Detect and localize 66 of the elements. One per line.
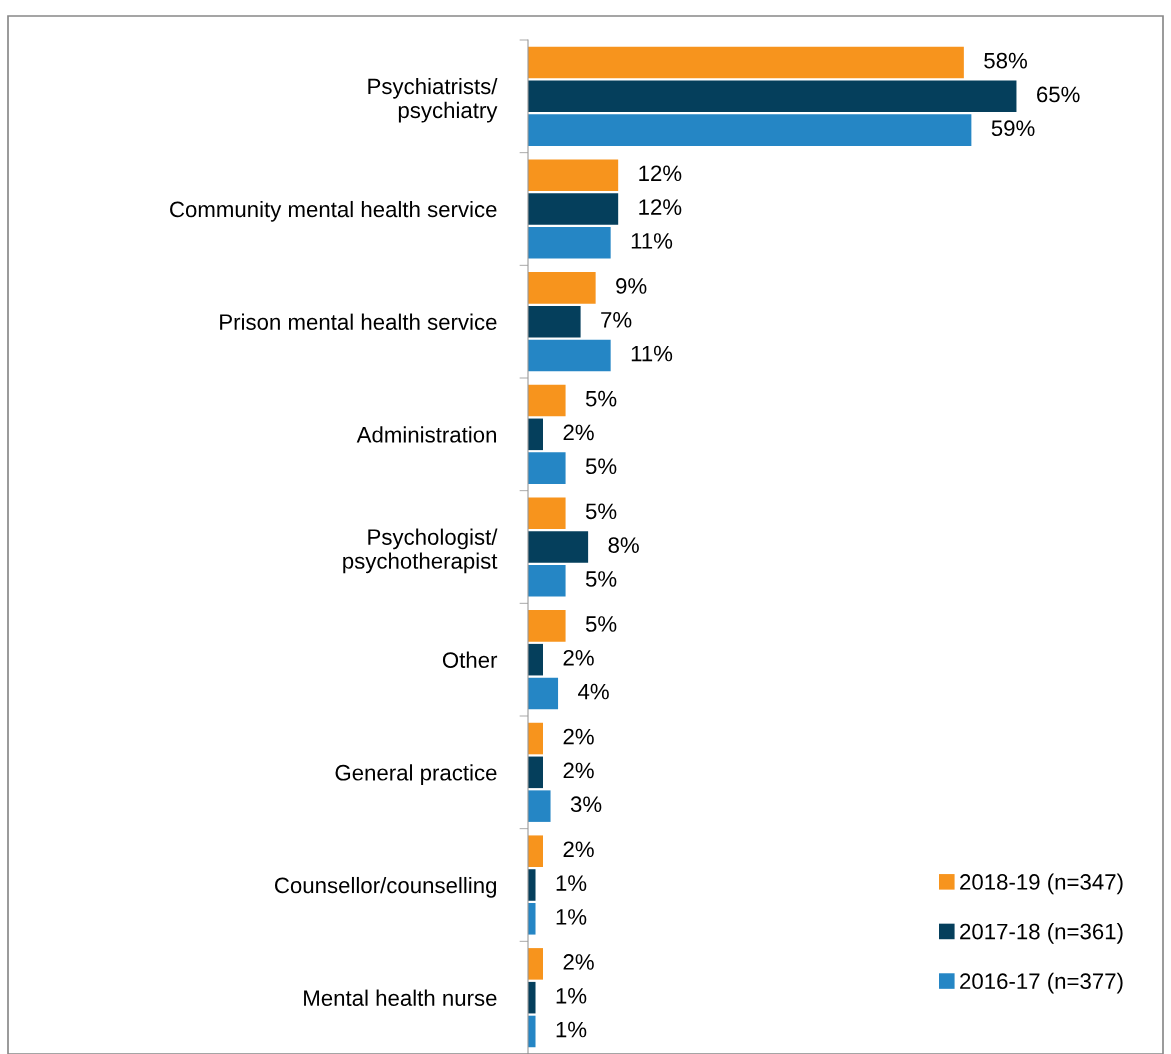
data-label: 65%: [1037, 86, 1080, 103]
data-label: 1%: [556, 1021, 587, 1038]
bar: [528, 790, 551, 822]
y-tick-label: Counsellor/counselling: [275, 876, 497, 898]
bar: [528, 756, 544, 789]
bar: [528, 869, 536, 901]
bar: [528, 835, 544, 867]
data-label: 11%: [631, 345, 673, 362]
bar: [528, 610, 566, 642]
bar: [528, 948, 544, 980]
bar: [528, 565, 566, 597]
bar: [528, 339, 611, 372]
data-label: 59%: [991, 120, 1035, 137]
data-label: 5%: [585, 390, 617, 407]
data-label: 2%: [563, 954, 594, 970]
data-label: 12%: [639, 165, 682, 182]
y-tick-label: Prison mental health service: [220, 313, 497, 330]
bar: [528, 497, 566, 529]
data-label: 9%: [616, 278, 647, 294]
data-label: 1%: [556, 909, 587, 925]
data-label: 2%: [563, 841, 594, 858]
bar: [528, 384, 566, 417]
data-label: 5%: [585, 571, 617, 587]
bar: [528, 981, 536, 1014]
bar: [528, 531, 589, 563]
legend-label: 2018-19 (n=347): [960, 873, 1123, 895]
bar: [528, 722, 544, 755]
y-tick-label: Administration: [356, 426, 497, 443]
legend-label: 2016-17 (n=377): [960, 972, 1123, 994]
data-label: 3%: [570, 796, 602, 813]
data-label: 2%: [563, 762, 594, 779]
bar: [528, 903, 536, 935]
legend-label: 2017-18 (n=361): [960, 923, 1123, 944]
bar: [528, 452, 566, 484]
bar: [528, 159, 619, 191]
data-label: 8%: [608, 537, 639, 553]
y-tick-label: Psychiatrists/ psychiatry: [368, 77, 498, 123]
data-label: 2%: [563, 649, 594, 666]
data-label: 2%: [563, 728, 594, 745]
data-label: 58%: [984, 52, 1027, 69]
y-tick-label: Community mental health service: [170, 200, 497, 222]
bar: [528, 114, 972, 146]
bar: [528, 80, 1017, 113]
data-label: 2%: [563, 424, 594, 441]
bar: [528, 272, 596, 304]
data-label: 5%: [585, 616, 617, 632]
data-label: 1%: [556, 987, 587, 1004]
y-tick-label: General practice: [335, 764, 497, 785]
data-label: 4%: [578, 683, 609, 700]
data-label: 5%: [585, 458, 617, 475]
y-tick-label: Other: [442, 651, 498, 668]
bar: [528, 305, 581, 338]
data-label: 11%: [631, 233, 673, 249]
bar: [528, 677, 559, 710]
data-label: 7%: [601, 311, 632, 328]
data-label: 12%: [639, 199, 682, 215]
bar: [528, 227, 611, 259]
bar: [528, 193, 619, 225]
data-label: 5%: [585, 503, 617, 520]
bar: [528, 46, 964, 79]
bar: [528, 643, 544, 676]
bar: [528, 418, 544, 451]
y-tick-label: Mental health nurse: [304, 989, 497, 1006]
bar: [528, 1015, 536, 1048]
y-tick-label: Psychologist/ psychotherapist: [343, 528, 498, 574]
data-label: 1%: [556, 875, 587, 891]
